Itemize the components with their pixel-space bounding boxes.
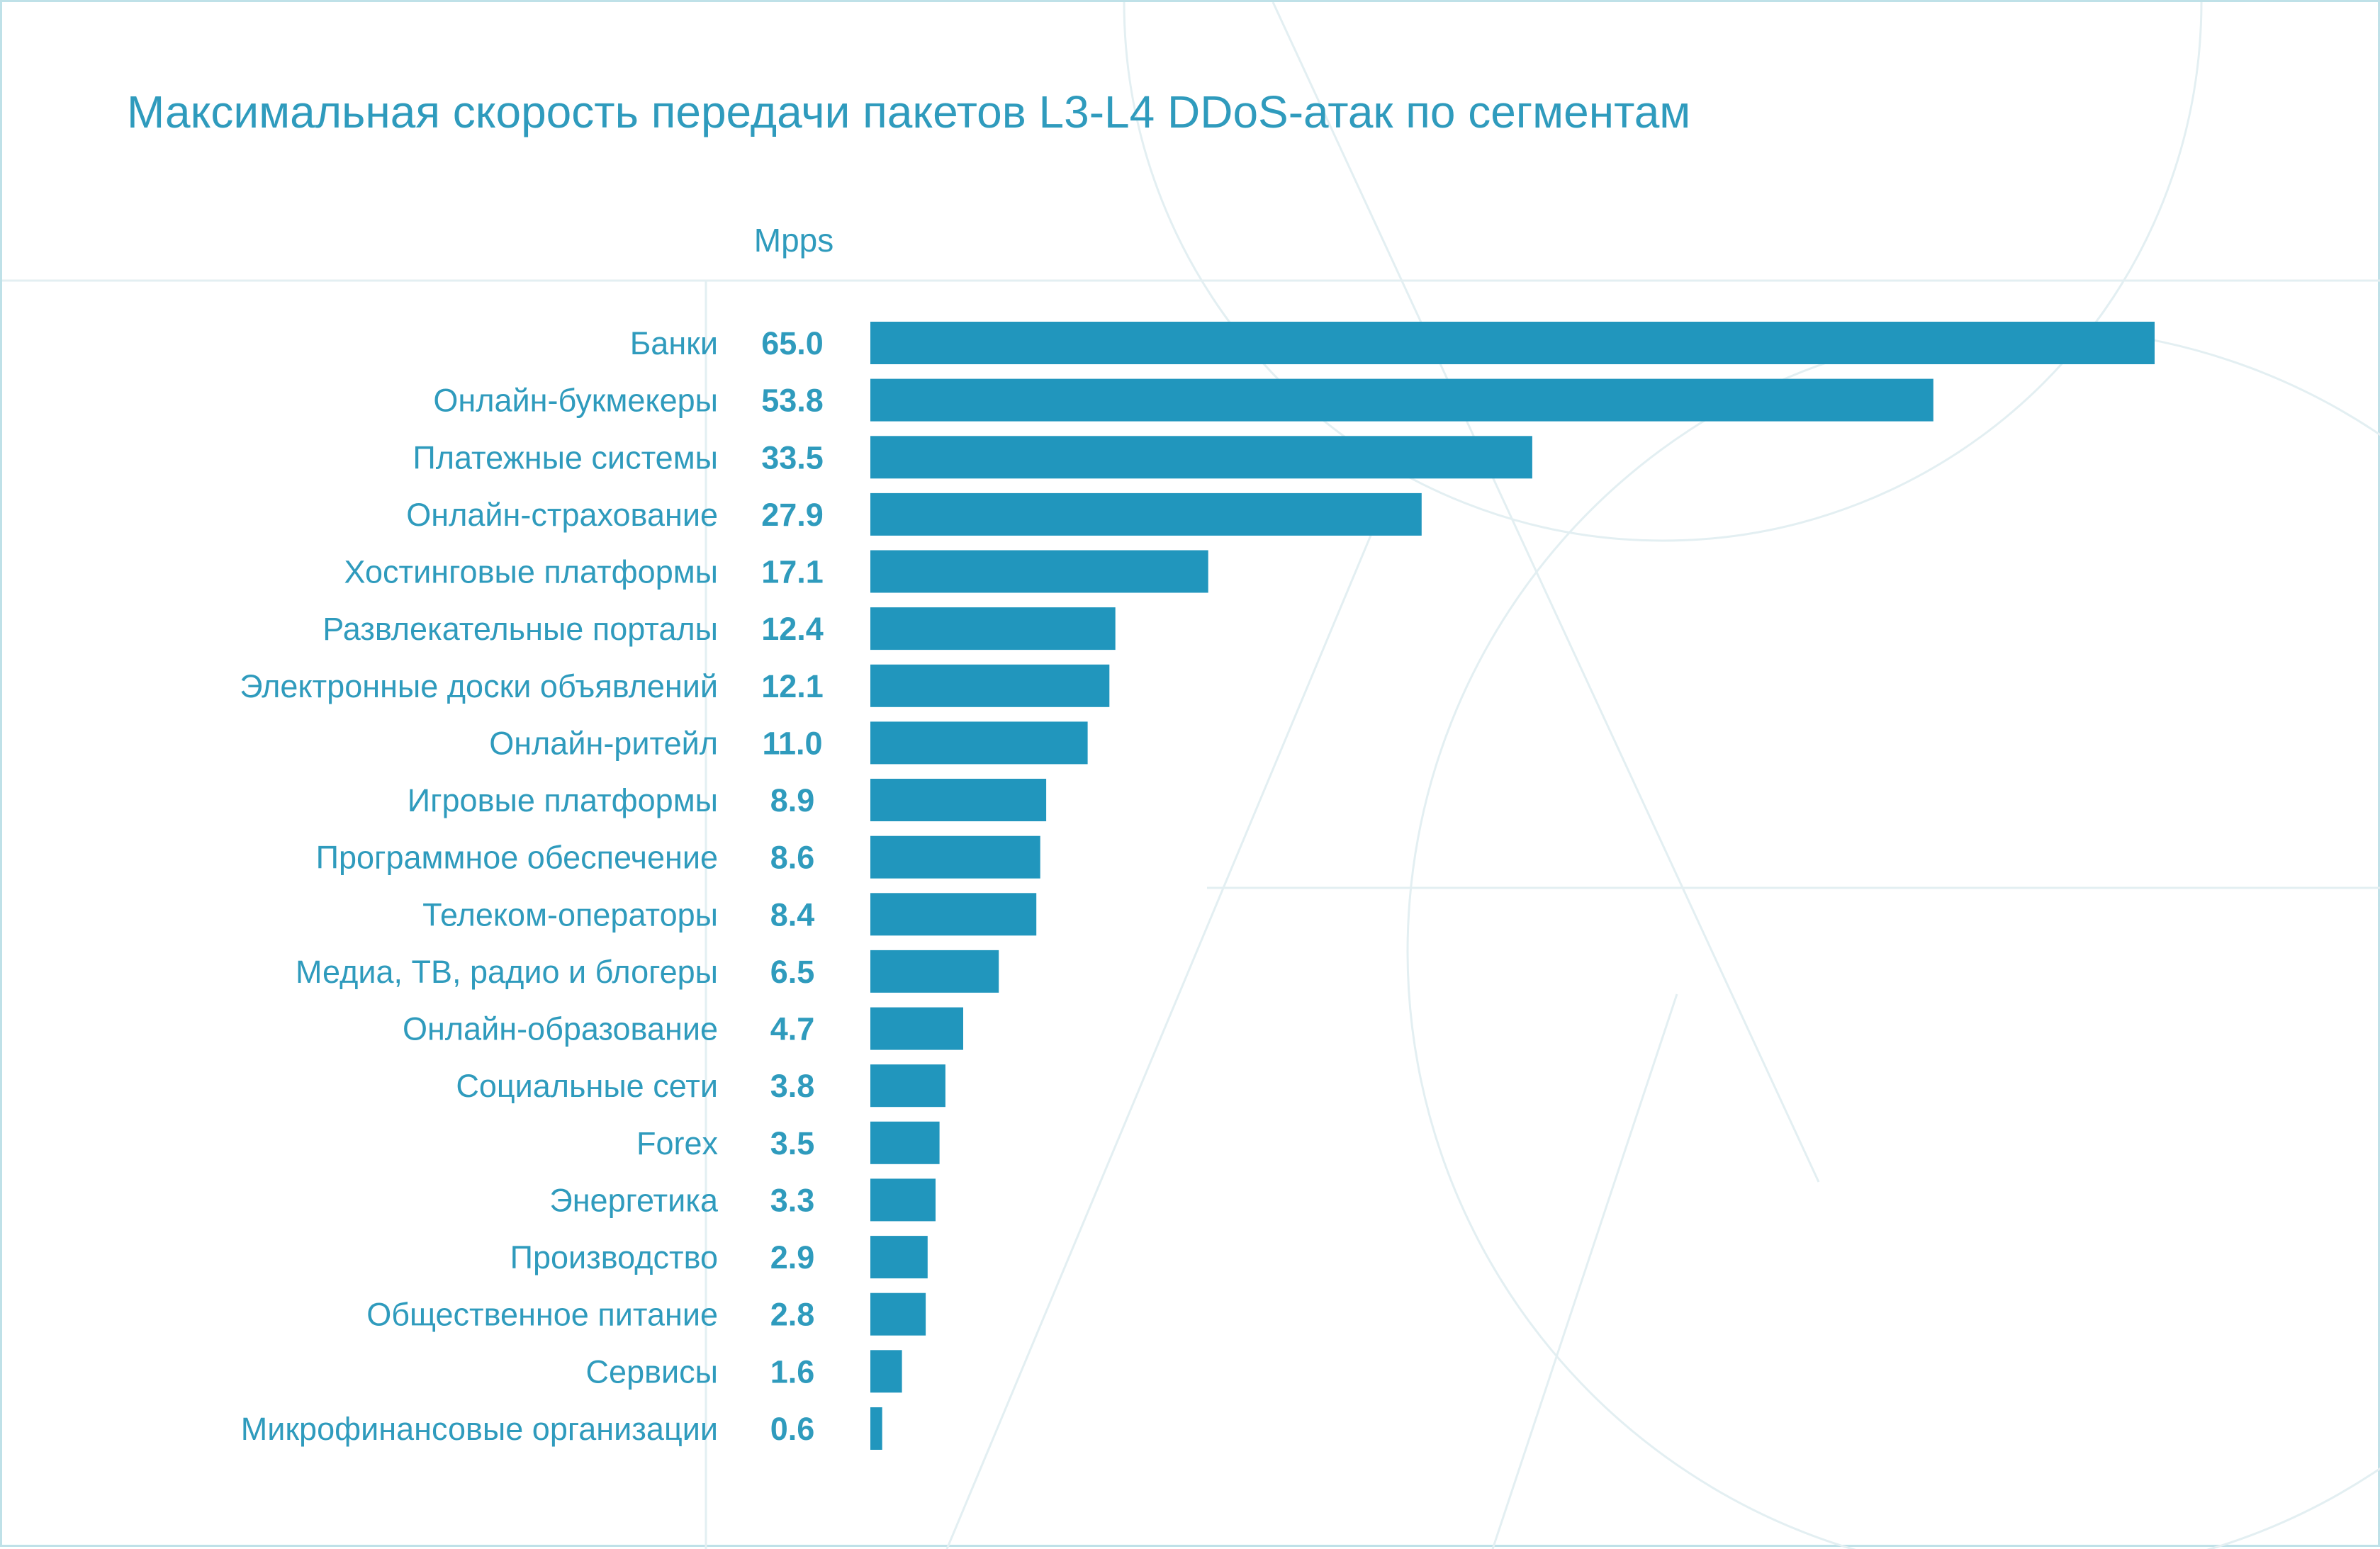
category-label: Банки (630, 325, 718, 361)
decor-line-diagonal-lower (1491, 993, 1678, 1549)
value-label: 2.8 (770, 1297, 815, 1333)
value-label: 8.4 (770, 896, 815, 933)
value-column-header: Mpps (754, 222, 833, 259)
category-label: Развлекательные порталы (322, 611, 718, 647)
value-label: 53.8 (761, 383, 824, 419)
bar (870, 1407, 882, 1450)
category-label: Платежные системы (412, 439, 718, 475)
bar (870, 950, 999, 993)
value-label: 12.1 (761, 668, 824, 704)
bar (870, 1064, 945, 1108)
bar (870, 664, 1110, 707)
value-labels-layer: 65.0 53.8 33.5 27.9 17.1 12.4 12.1 11.0 8.9 8.6 8.… (761, 325, 824, 1447)
value-label: 2.9 (770, 1239, 815, 1275)
bar (870, 378, 1933, 422)
category-label: Производство (510, 1239, 718, 1275)
value-label: 3.8 (770, 1068, 815, 1104)
bar (870, 779, 1047, 821)
decor-line-diagonal-left (945, 497, 1388, 1549)
value-label: 65.0 (761, 325, 824, 361)
category-label: Хостинговые платформы (344, 554, 719, 590)
value-label: 3.5 (770, 1125, 815, 1161)
category-label: Онлайн-образование (403, 1011, 718, 1047)
category-label: Онлайн-букмекеры (433, 383, 718, 419)
value-label: 1.6 (770, 1353, 815, 1390)
bars-layer (870, 322, 2155, 1450)
bar (870, 322, 2155, 364)
category-label: Медиа, ТВ, радио и блогеры (296, 954, 718, 990)
decor-circle-top (1123, 2, 2203, 542)
category-label: Микрофинансовые организации (241, 1411, 718, 1447)
bar (870, 1236, 928, 1279)
value-label: 12.4 (761, 611, 824, 647)
bar (870, 1350, 902, 1393)
bar (870, 893, 1037, 936)
bar (870, 1007, 963, 1050)
bar (870, 436, 1532, 479)
category-labels-layer: Банки Онлайн-букмекеры Платежные системы Он… (240, 325, 719, 1447)
category-label: Энергетика (549, 1182, 719, 1218)
value-label: 33.5 (761, 439, 824, 475)
value-label: 3.3 (770, 1182, 815, 1218)
category-label: Электронные доски объявлений (240, 668, 718, 704)
bar (870, 492, 1422, 536)
value-label: 0.6 (770, 1411, 815, 1447)
category-label: Программное обеспечение (316, 840, 718, 876)
bar (870, 1178, 936, 1222)
value-label: 11.0 (762, 725, 822, 761)
category-label: Социальные сети (456, 1068, 718, 1104)
value-label: 6.5 (770, 954, 815, 990)
chart-title: Максимальная скорость передачи пакетов L… (127, 86, 1691, 137)
value-label: 27.9 (761, 497, 824, 533)
category-label: Телеком-операторы (422, 896, 718, 933)
category-label: Сервисы (586, 1353, 718, 1390)
bar (870, 835, 1040, 879)
value-label: 17.1 (761, 554, 824, 590)
value-label: 8.6 (770, 840, 815, 876)
bar (870, 607, 1116, 650)
category-label: Общественное питание (366, 1297, 718, 1333)
decor-line-diagonal-right (1272, 2, 1820, 1183)
bar (870, 721, 1088, 765)
category-label: Forex (636, 1125, 719, 1161)
category-label: Онлайн-страхование (406, 497, 718, 533)
bar (870, 1121, 940, 1164)
bar (870, 550, 1208, 593)
bar (870, 1292, 926, 1336)
category-label: Онлайн-ритейл (489, 725, 718, 761)
value-label: 8.9 (770, 782, 815, 818)
value-label: 4.7 (770, 1011, 815, 1047)
category-label: Игровые платформы (408, 782, 718, 818)
